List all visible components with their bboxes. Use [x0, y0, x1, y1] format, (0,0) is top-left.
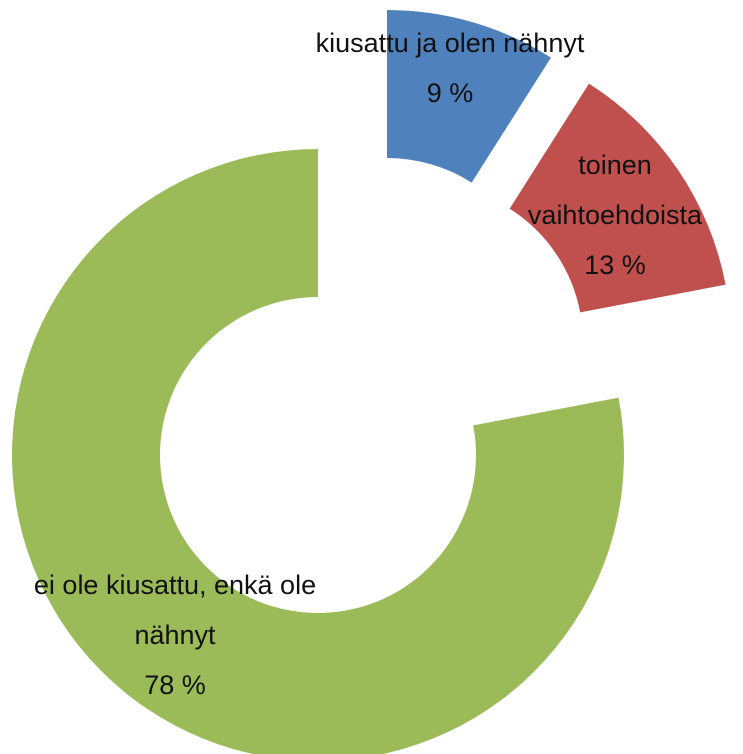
category-label: ei ole kiusattu, enkä ole nähnyt — [33, 570, 317, 650]
doughnut-segment — [12, 149, 624, 754]
value-label: 9 % — [426, 78, 474, 108]
value-label: 78 % — [144, 670, 206, 700]
doughnut-segment — [509, 83, 726, 313]
data-label: toinen vaihtoehdoista 13 % — [490, 140, 740, 290]
value-label: 13 % — [584, 250, 646, 280]
data-label: kiusattu ja olen nähnyt 9 % — [305, 18, 595, 118]
category-label: toinen vaihtoehdoista — [527, 150, 703, 230]
data-label: ei ole kiusattu, enkä ole nähnyt 78 % — [20, 560, 330, 710]
doughnut-segment — [387, 10, 551, 183]
category-label: kiusattu ja olen nähnyt — [315, 28, 585, 58]
